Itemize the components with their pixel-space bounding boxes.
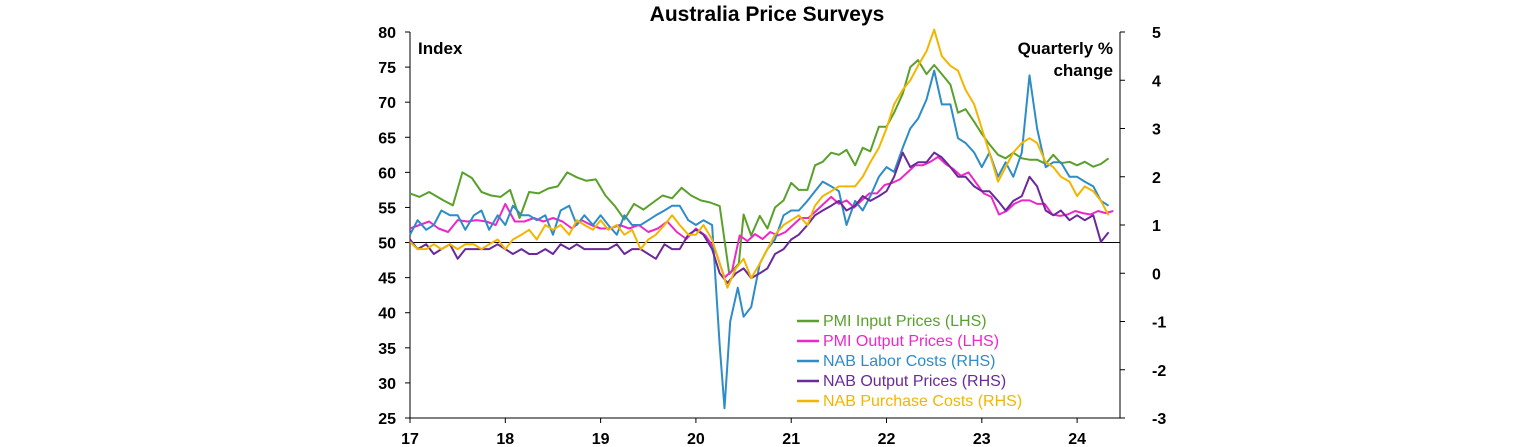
right-tick-label: -2 (1152, 363, 1166, 380)
left-axis-label: Index (418, 39, 463, 58)
left-tick-label: 70 (378, 95, 396, 112)
legend-entry: NAB Labor Costs (RHS) (823, 353, 996, 370)
left-tick-label: 65 (378, 130, 396, 147)
right-tick-label: 1 (1152, 218, 1161, 235)
left-tick-label: 75 (378, 60, 396, 77)
right-tick-label: 4 (1152, 73, 1161, 90)
right-tick-label: -1 (1152, 315, 1166, 332)
x-tick-label: 22 (878, 431, 896, 447)
x-tick-label: 19 (592, 431, 610, 447)
series-lines (409, 28, 1114, 410)
x-tick-label: 24 (1068, 431, 1086, 447)
left-tick-label: 25 (378, 411, 396, 428)
x-tick-label: 20 (687, 431, 705, 447)
legend: PMI Input Prices (LHS) PMI Output Prices … (797, 313, 1022, 410)
series-line-nab-purchase-costs-rhs (409, 28, 1110, 289)
left-tick-label: 45 (378, 271, 396, 288)
legend-entry: NAB Output Prices (RHS) (823, 373, 1006, 390)
right-axis-label-line-1: Quarterly % (1018, 39, 1113, 58)
legend-entry: PMI Input Prices (LHS) (823, 313, 987, 330)
x-tick-label: 23 (973, 431, 991, 447)
left-tick-label: 40 (378, 306, 396, 323)
left-tick-label: 50 (378, 236, 396, 253)
legend-entry: PMI Output Prices (LHS) (823, 333, 999, 350)
left-tick-label: 30 (378, 376, 396, 393)
chart-title: Australia Price Surveys (650, 3, 885, 26)
series-line-pmi-output-prices-lhs (409, 155, 1114, 279)
right-tick-label: -3 (1152, 411, 1166, 428)
legend-entry: NAB Purchase Costs (RHS) (823, 393, 1022, 410)
series-line-pmi-input-prices-lhs (409, 59, 1110, 276)
right-tick-label: 0 (1152, 266, 1161, 283)
right-tick-label: 3 (1152, 122, 1161, 139)
left-tick-label: 80 (378, 25, 396, 42)
x-tick-label: 17 (401, 431, 419, 447)
left-tick-label: 35 (378, 341, 396, 358)
right-tick-label: 5 (1152, 25, 1161, 42)
left-tick-label: 55 (378, 200, 396, 217)
left-tick-label: 60 (378, 165, 396, 182)
right-tick-label: 2 (1152, 170, 1161, 187)
right-axis-label-line-2: change (1053, 61, 1113, 80)
series-line-nab-output-prices-rhs (409, 151, 1110, 284)
x-tick-label: 18 (496, 431, 514, 447)
x-tick-label: 21 (782, 431, 800, 447)
